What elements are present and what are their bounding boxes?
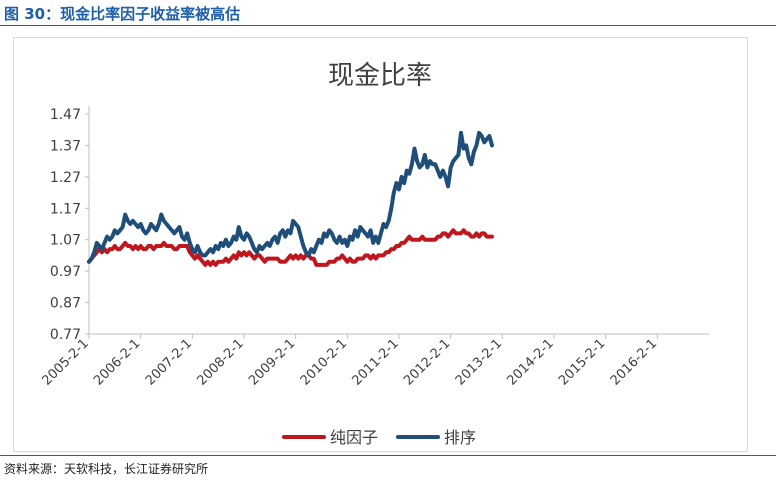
x-tick-label: 2015-2-1 [556,336,608,388]
title-divider [0,25,776,26]
x-tick-label: 2007-2-1 [143,336,195,388]
legend-label-ranking: 排序 [444,428,476,447]
x-tick-label: 2012-2-1 [401,336,453,388]
footer-divider [0,455,776,456]
y-tick-label: 1.17 [50,201,81,217]
x-tick-label: 2006-2-1 [91,336,143,388]
chart-frame: 现金比率 1.47 1.37 1.27 1.17 1.07 0.97 0.87 0.77 20… [13,37,748,452]
x-tick-label: 2011-2-1 [349,336,401,388]
y-tick-label: 0.87 [50,296,81,312]
chart-title: 现金比率 [328,61,432,91]
legend-label-pure-factor: 纯因子 [330,428,378,447]
y-axis: 1.47 1.37 1.27 1.17 1.07 0.97 0.87 0.77 [50,106,90,343]
x-tick-label: 2005-2-1 [39,336,91,388]
x-tick-label: 2014-2-1 [504,336,556,388]
x-tick-label: 2016-2-1 [608,336,660,388]
figure-title: 图 30：现金比率因子收益率被高估 [4,5,241,23]
y-tick-label: 0.77 [50,327,81,343]
y-tick-label: 1.27 [50,170,81,186]
line-chart: 现金比率 1.47 1.37 1.27 1.17 1.07 0.97 0.87 0.77 20… [39,61,709,447]
series-layer [87,130,494,267]
x-tick-label: 2008-2-1 [194,336,246,388]
x-tick-label: 2013-2-1 [453,336,505,388]
series-line-ranking [87,130,494,264]
y-tick-label: 0.97 [50,264,81,280]
y-tick-label: 1.47 [50,107,81,123]
series-line-pure-factor [87,228,494,267]
x-tick-label: 2009-2-1 [246,336,298,388]
y-tick-label: 1.37 [50,138,81,154]
x-axis: 2005-2-1 2006-2-1 2007-2-1 2008-2-1 2009-2-1… [39,333,709,389]
y-tick-label: 1.07 [50,233,81,249]
legend: 纯因子 排序 [282,428,476,447]
x-tick-label: 2010-2-1 [298,336,350,388]
source-note: 资料来源：天软科技，长江证券研究所 [4,462,209,476]
